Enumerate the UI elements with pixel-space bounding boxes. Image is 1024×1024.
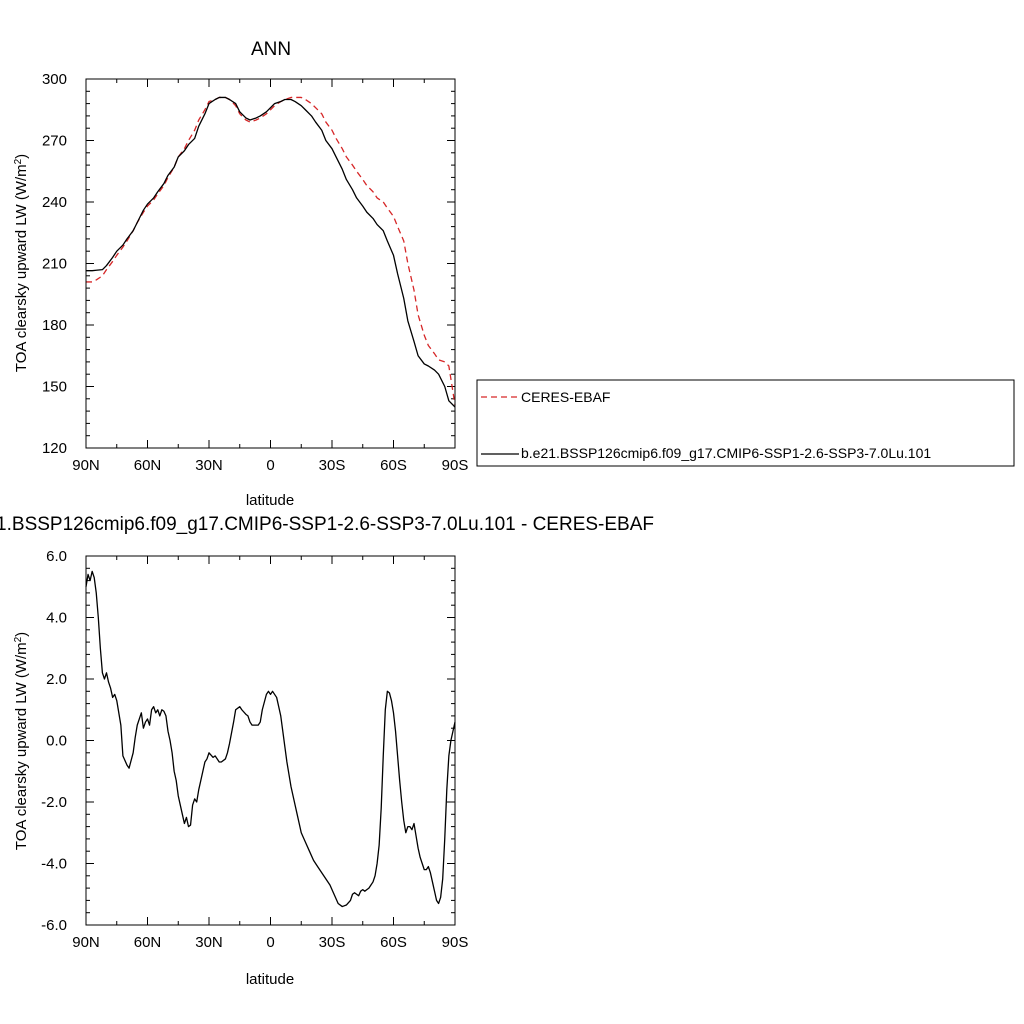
bottom-plot-frame	[85, 555, 456, 926]
top-y-axis-label: TOA clearsky upward LW (W/m2)	[13, 154, 30, 372]
bottom-x-tick-label: 30N	[195, 934, 223, 951]
bottom-x-tick-label: 90N	[72, 934, 100, 951]
bottom-chart-title: b.e21.BSSP126cmip6.f09_g17.CMIP6-SSP1-2.…	[0, 514, 654, 535]
top-y-tick-label: 120	[42, 440, 67, 457]
bottom-x-tick-label: 30S	[319, 934, 346, 951]
bottom-x-tick-label: 90S	[442, 934, 469, 951]
bottom-x-tick-label: 60N	[134, 934, 162, 951]
bottom-y-tick-label: 0.0	[46, 733, 67, 750]
top-chart-title: ANN	[251, 39, 291, 60]
bottom-y-tick-label: 2.0	[46, 671, 67, 688]
bottom-x-axis-label: latitude	[246, 971, 294, 988]
bottom-x-tick-label: 60S	[380, 934, 407, 951]
top-y-tick-label: 240	[42, 194, 67, 211]
top-y-tick-label: 210	[42, 256, 67, 273]
top-y-tick-label: 180	[42, 317, 67, 334]
bottom-x-tick-label: 0	[266, 934, 274, 951]
legend-label-ceres: CERES-EBAF	[521, 389, 610, 405]
bottom-axes: 90N 60N 30N 0 30S 60S 90S -6.0 -4.0 -2.0 0.0 2.0 4.0…	[41, 548, 468, 951]
legend: CERES-EBAF b.e21.BSSP126cmip6.f09_g17.CM…	[476, 379, 1015, 467]
bottom-plot-lines	[85, 570, 456, 908]
top-x-tick-label: 60S	[380, 457, 407, 474]
top-series-line-0	[86, 96, 456, 406]
bottom-y-tick-label: 4.0	[46, 610, 67, 627]
top-x-tick-label: 30S	[319, 457, 346, 474]
bottom-y-tick-label: -2.0	[41, 794, 67, 811]
top-series-line-1	[86, 96, 456, 408]
legend-box	[476, 379, 1015, 467]
top-x-tick-label: 30N	[195, 457, 223, 474]
bottom-y-axis-label: TOA clearsky upward LW (W/m2)	[13, 632, 30, 850]
top-x-tick-label: 60N	[134, 457, 162, 474]
top-panel: ANN TOA clearsky upward LW (W/m2) latitu…	[13, 39, 468, 509]
bottom-series-line-0	[85, 570, 456, 908]
top-y-tick-label: 150	[42, 379, 67, 396]
bottom-y-tick-label: -4.0	[41, 856, 67, 873]
bottom-panel: b.e21.BSSP126cmip6.f09_g17.CMIP6-SSP1-2.…	[0, 514, 654, 988]
top-y-tick-label: 300	[42, 71, 67, 88]
top-x-tick-label: 90N	[72, 457, 100, 474]
top-plot-frame	[85, 78, 456, 449]
top-axes: 90N 60N 30N 0 30S 60S 90S 120 150 180 210 240 270 300	[42, 71, 468, 474]
bottom-y-tick-label: -6.0	[41, 917, 67, 934]
top-x-axis-label: latitude	[246, 492, 294, 509]
top-plot-lines	[86, 96, 456, 408]
top-x-tick-label: 0	[266, 457, 274, 474]
legend-label-model: b.e21.BSSP126cmip6.f09_g17.CMIP6-SSP1-2.…	[521, 445, 931, 461]
top-x-tick-label: 90S	[442, 457, 469, 474]
top-y-tick-label: 270	[42, 133, 67, 150]
bottom-y-tick-label: 6.0	[46, 548, 67, 565]
